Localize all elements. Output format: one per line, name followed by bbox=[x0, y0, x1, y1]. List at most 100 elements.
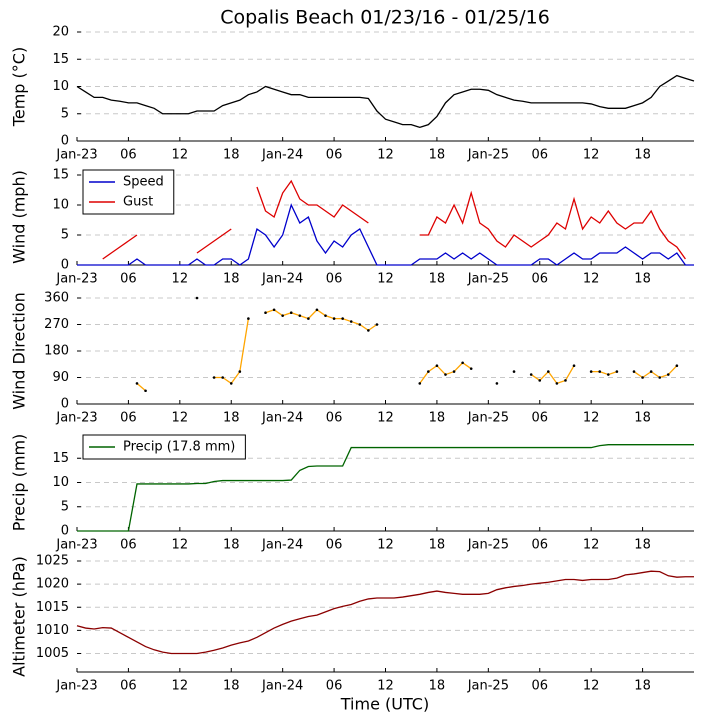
point bbox=[238, 370, 242, 373]
point bbox=[289, 311, 293, 315]
point bbox=[212, 376, 216, 379]
x-tick-label: 18 bbox=[223, 272, 240, 287]
point bbox=[538, 379, 542, 382]
x-tick-label: 12 bbox=[583, 679, 600, 694]
x-tick-label: 06 bbox=[120, 272, 137, 287]
series-line bbox=[136, 308, 678, 392]
point bbox=[375, 323, 379, 326]
y-tick-label: 5 bbox=[61, 499, 69, 514]
x-tick-label: Jan-24 bbox=[261, 679, 303, 694]
x-tick-label: Jan-23 bbox=[55, 148, 97, 163]
x-tick-label: 06 bbox=[531, 538, 548, 553]
x-tick-label: 12 bbox=[583, 272, 600, 287]
point bbox=[615, 370, 619, 373]
point bbox=[229, 382, 233, 385]
y-tick-label: 360 bbox=[44, 291, 69, 306]
x-tick-label: 12 bbox=[172, 538, 189, 553]
y-axis-label: Wind Direction bbox=[10, 292, 29, 410]
legend-label: Speed bbox=[123, 175, 164, 190]
series-line bbox=[76, 74, 695, 129]
x-tick-label: 12 bbox=[172, 272, 189, 287]
y-tick-label: 10 bbox=[52, 198, 69, 213]
point bbox=[435, 364, 439, 368]
point bbox=[298, 314, 302, 317]
x-tick-label: 12 bbox=[377, 679, 394, 694]
x-tick-label: Jan-24 bbox=[261, 148, 303, 163]
x-tick-label: 12 bbox=[172, 148, 189, 163]
x-axis-label: Time (UTC) bbox=[340, 695, 429, 714]
y-tick-label: 90 bbox=[52, 370, 69, 385]
y-axis-label: Temp (°C) bbox=[10, 47, 29, 127]
point bbox=[632, 370, 636, 373]
x-tick-label: 06 bbox=[326, 538, 343, 553]
x-tick-label: Jan-25 bbox=[467, 538, 509, 553]
x-tick-label: 18 bbox=[223, 679, 240, 694]
y-tick-label: 5 bbox=[61, 228, 69, 243]
series-line bbox=[77, 444, 694, 532]
point bbox=[555, 382, 559, 385]
point bbox=[341, 317, 344, 320]
y-tick-label: 1015 bbox=[36, 600, 69, 615]
series-line bbox=[77, 203, 694, 266]
x-tick-label: 12 bbox=[583, 538, 600, 553]
point bbox=[675, 364, 679, 368]
x-tick-label: 18 bbox=[429, 538, 446, 553]
legend-box bbox=[82, 169, 175, 215]
y-tick-label: 15 bbox=[52, 451, 69, 466]
y-tick-label: 1025 bbox=[36, 554, 69, 569]
point bbox=[607, 373, 610, 376]
point bbox=[452, 370, 456, 373]
x-tick-label: Jan-24 bbox=[261, 272, 303, 287]
x-tick-label: Jan-24 bbox=[261, 411, 303, 426]
x-tick-label: 06 bbox=[326, 148, 343, 163]
point bbox=[529, 373, 533, 376]
point bbox=[547, 370, 550, 373]
point bbox=[281, 314, 284, 317]
legend-label: Precip (17.8 mm) bbox=[123, 440, 235, 455]
point bbox=[367, 329, 370, 332]
x-tick-label: 06 bbox=[531, 272, 548, 287]
x-tick-label: 18 bbox=[634, 148, 651, 163]
point bbox=[221, 376, 224, 379]
point bbox=[444, 373, 447, 376]
x-tick-label: 12 bbox=[172, 411, 189, 426]
x-tick-label: 18 bbox=[634, 272, 651, 287]
y-tick-label: 1020 bbox=[36, 577, 69, 592]
x-tick-label: 06 bbox=[120, 148, 137, 163]
series-line bbox=[76, 570, 694, 655]
legend-label: Gust bbox=[123, 195, 153, 210]
y-tick-label: 1010 bbox=[36, 623, 69, 638]
legend: Speed Gust bbox=[82, 169, 175, 215]
y-tick-label: 0 bbox=[61, 258, 69, 273]
y-tick-label: 1005 bbox=[36, 646, 69, 661]
x-tick-label: 06 bbox=[531, 679, 548, 694]
x-tick-label: 06 bbox=[326, 272, 343, 287]
y-axis-label: Altimeter (hPa) bbox=[10, 556, 29, 677]
y-tick-label: 180 bbox=[44, 344, 69, 359]
point bbox=[358, 323, 362, 326]
x-tick-label: 18 bbox=[429, 411, 446, 426]
x-tick-label: 12 bbox=[583, 148, 600, 163]
point bbox=[666, 373, 670, 376]
point bbox=[641, 376, 644, 379]
point bbox=[564, 379, 567, 382]
x-tick-label: 06 bbox=[120, 679, 137, 694]
point bbox=[512, 370, 516, 373]
y-tick-label: 0 bbox=[61, 134, 69, 149]
x-tick-label: 18 bbox=[223, 411, 240, 426]
x-tick-label: 18 bbox=[634, 411, 651, 426]
legend: Precip (17.8 mm) bbox=[82, 434, 246, 460]
x-tick-label: 12 bbox=[377, 272, 394, 287]
x-tick-label: Jan-23 bbox=[55, 538, 97, 553]
x-tick-label: Jan-25 bbox=[467, 411, 509, 426]
x-tick-label: 06 bbox=[120, 411, 137, 426]
point bbox=[572, 364, 576, 368]
point bbox=[649, 370, 653, 373]
y-tick-label: 10 bbox=[52, 79, 69, 94]
y-tick-label: 20 bbox=[52, 25, 69, 40]
x-tick-label: Jan-23 bbox=[55, 272, 97, 287]
x-tick-label: 12 bbox=[172, 679, 189, 694]
x-tick-label: Jan-23 bbox=[55, 679, 97, 694]
point bbox=[324, 314, 327, 317]
